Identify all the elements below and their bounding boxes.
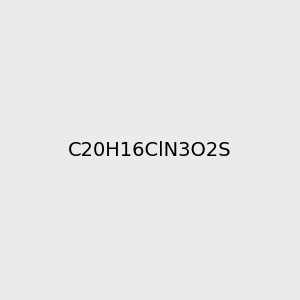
Text: C20H16ClN3O2S: C20H16ClN3O2S: [68, 140, 232, 160]
